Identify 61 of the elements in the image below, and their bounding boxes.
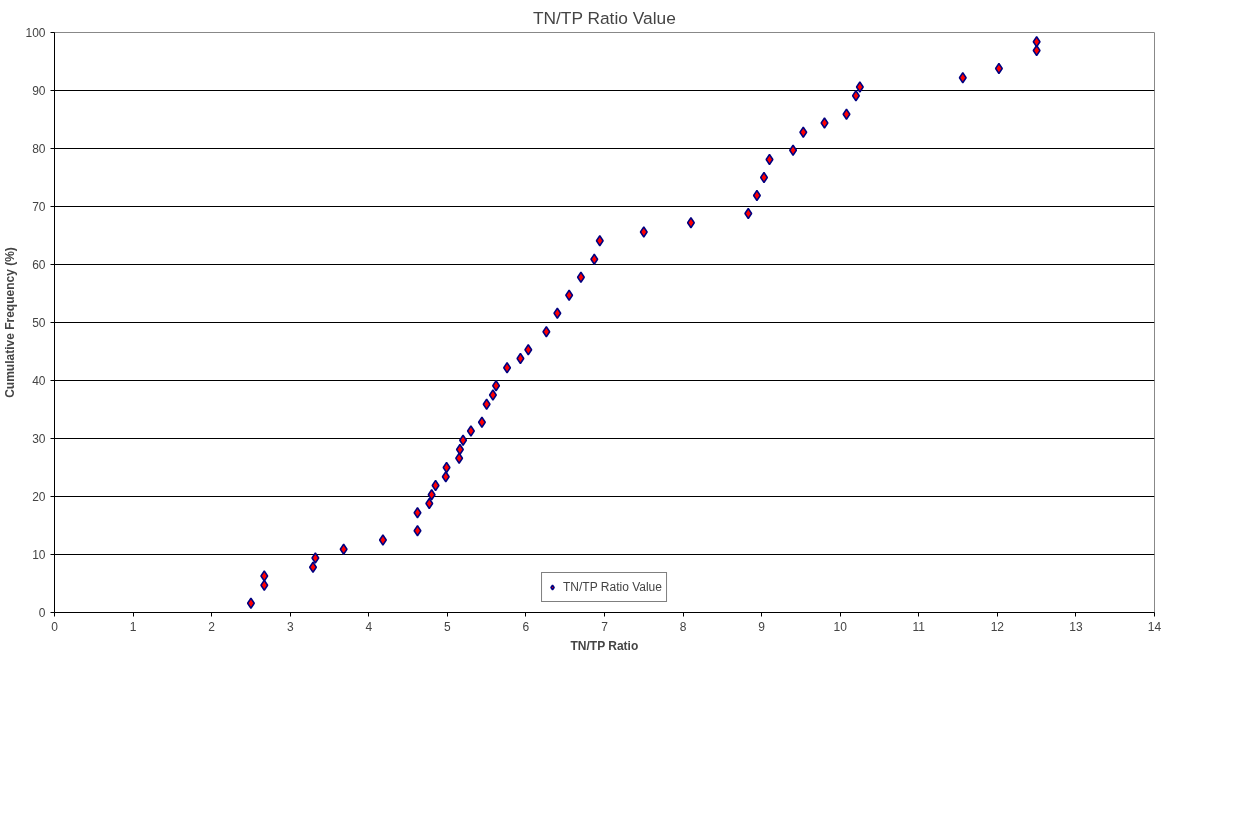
point [477, 416, 487, 429]
x-axis-title: TN/TP Ratio [570, 638, 639, 653]
x-tick-label: 7 [601, 619, 609, 634]
x-tick-label: 10 [833, 619, 848, 634]
point [308, 561, 318, 574]
x-tick-label: 6 [522, 619, 530, 634]
point [524, 344, 533, 356]
x-tick-label: 12 [990, 619, 1005, 634]
y-tick-label: 80 [32, 142, 46, 156]
point [994, 62, 1004, 75]
y-tick-label: 60 [32, 258, 46, 272]
y-tick-label: 0 [38, 606, 46, 620]
y-tick-label: 50 [32, 316, 46, 330]
point [488, 389, 498, 401]
point [260, 570, 269, 582]
x-tick-label: 8 [679, 619, 687, 634]
point [553, 307, 562, 319]
y-tick-label: 100 [25, 26, 46, 40]
point [752, 189, 762, 202]
point [542, 326, 551, 338]
y-axis-title: Cumulative Frequency (%) [3, 247, 18, 398]
y-tick-label: 20 [32, 490, 46, 504]
point [1032, 36, 1041, 48]
x-tick-label: 11 [912, 619, 926, 634]
y-tick-label: 10 [32, 548, 46, 562]
x-tick-label: 9 [758, 619, 766, 634]
legend-label: TN/TP Ratio Value [563, 580, 662, 594]
point [759, 171, 769, 184]
x-tick-label: 4 [365, 619, 373, 634]
point [788, 144, 798, 156]
y-tick-label: 30 [32, 432, 46, 446]
point [441, 471, 450, 483]
point [458, 434, 468, 446]
point [491, 379, 501, 392]
point [855, 81, 864, 93]
point [246, 597, 256, 609]
point [311, 552, 320, 564]
point [466, 425, 476, 437]
x-tick-label: 14 [1147, 619, 1162, 634]
point [260, 579, 269, 591]
point [455, 452, 464, 464]
x-tick-label: 2 [208, 619, 216, 634]
x-tick-label: 1 [129, 619, 137, 634]
x-tick-label: 3 [286, 619, 294, 634]
point [851, 89, 861, 102]
point [565, 289, 574, 301]
y-tick-label: 70 [32, 200, 46, 214]
point [378, 534, 388, 546]
chart-title: TN/TP Ratio Value [532, 7, 676, 28]
y-tick-label: 40 [32, 374, 46, 388]
x-tick-label: 5 [444, 619, 452, 634]
point [502, 361, 512, 374]
point [427, 489, 436, 501]
x-tick-label: 13 [1069, 619, 1083, 634]
point [820, 117, 829, 129]
x-tick-label: 0 [51, 619, 59, 634]
point [639, 226, 648, 238]
y-tick-label: 90 [32, 84, 46, 98]
point [455, 443, 465, 456]
point [686, 216, 696, 229]
point [576, 271, 586, 284]
